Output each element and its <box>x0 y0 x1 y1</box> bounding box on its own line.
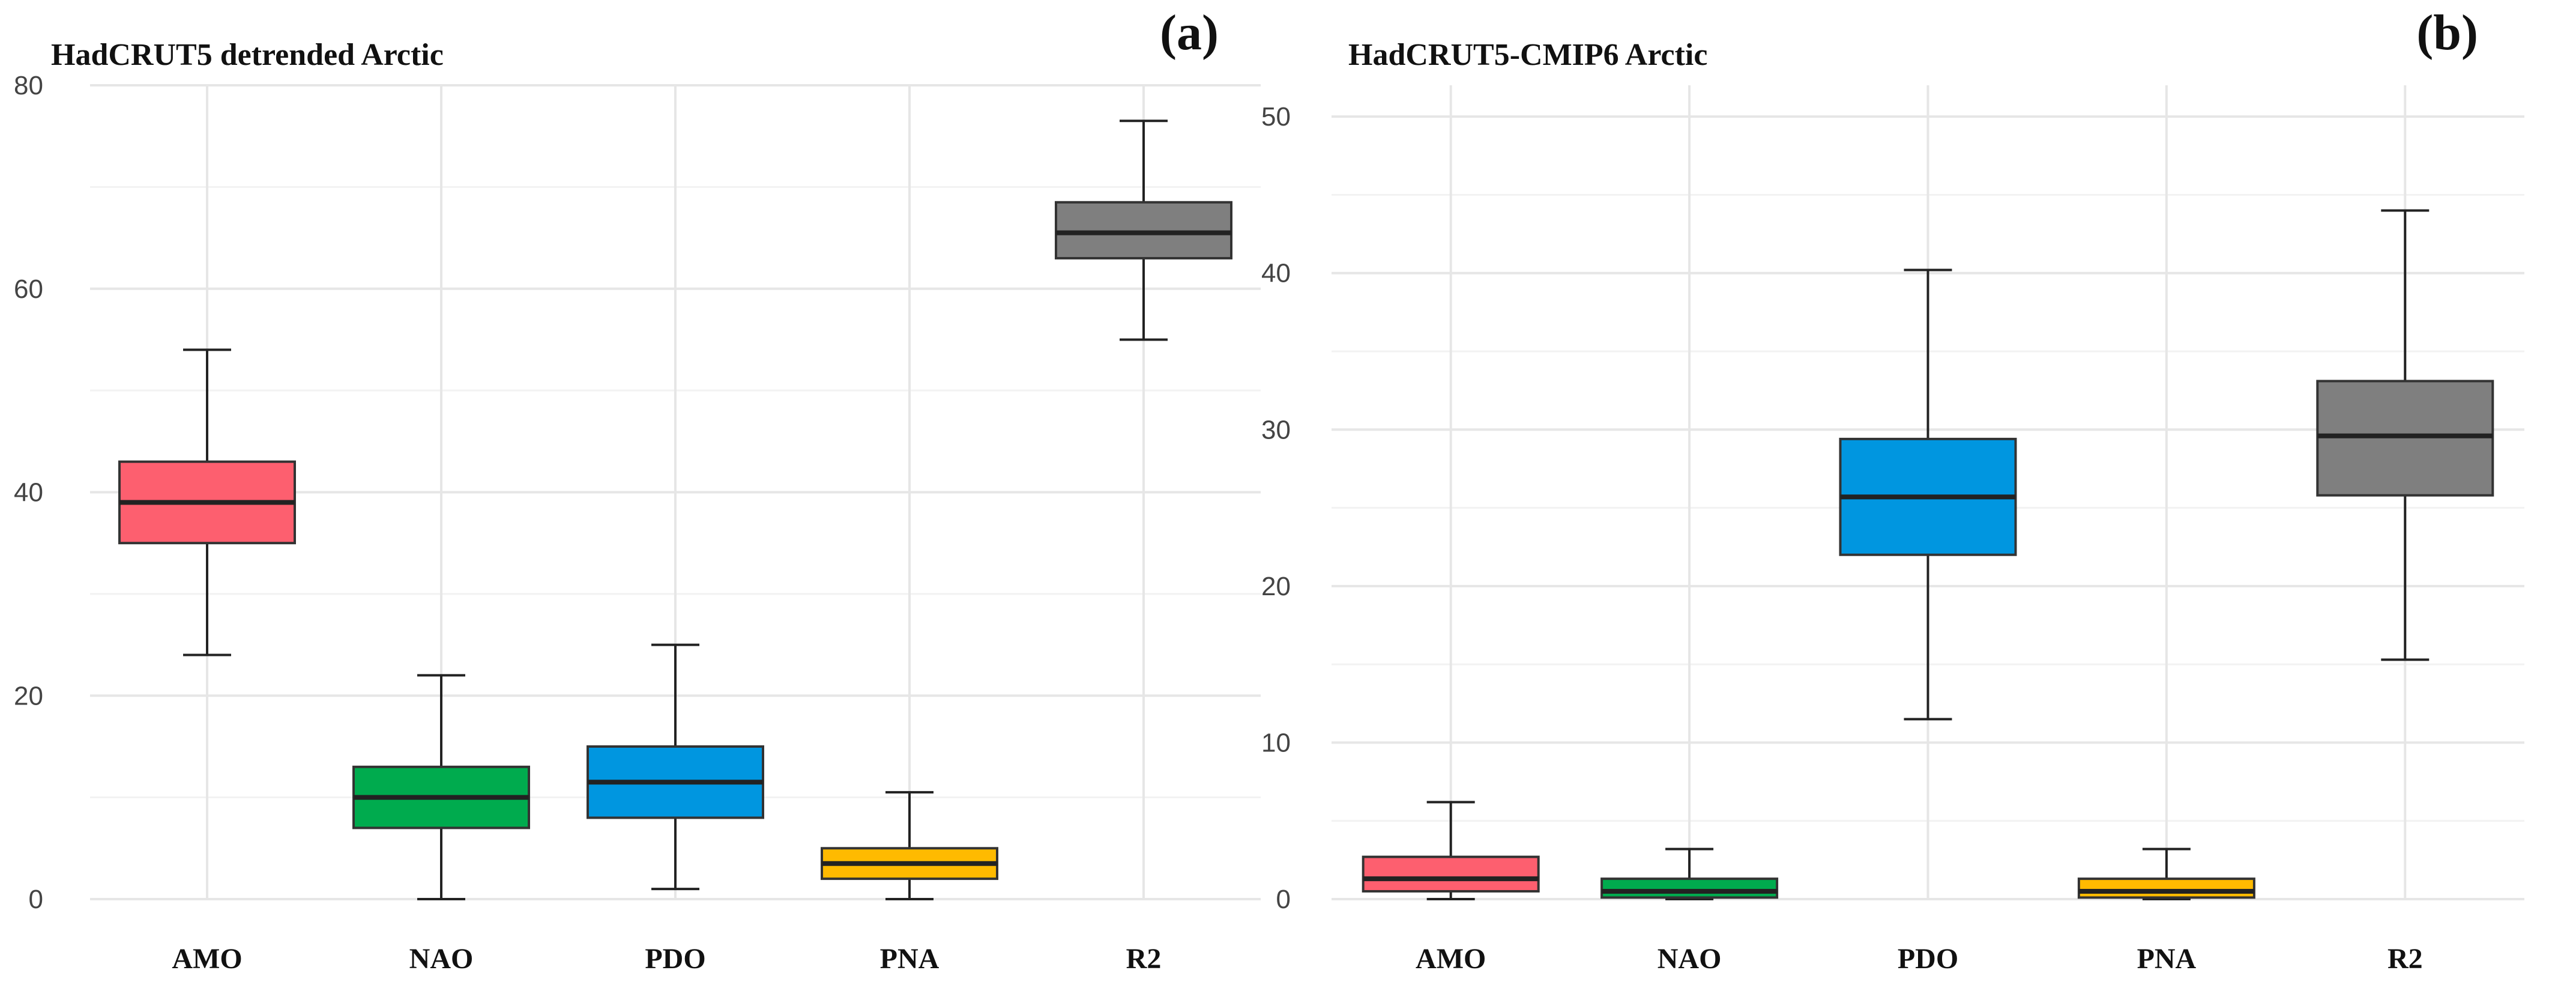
x-tick-label: R2 <box>2387 943 2423 975</box>
panel-b-x-ticks: AMO NAO PDO PNA R2 <box>1416 943 2423 975</box>
box-pna <box>2077 847 2255 900</box>
panel-b-title: HadCRUT5-CMIP6 Arctic <box>1348 38 1707 72</box>
y-tick-label: 60 <box>14 274 43 304</box>
x-tick-label: AMO <box>1416 943 1486 975</box>
iqr-box <box>1600 877 1779 899</box>
x-tick-label: R2 <box>1126 943 1162 975</box>
y-tick-label: 20 <box>1261 572 1291 601</box>
panel-b-label: (b) <box>2416 5 2478 61</box>
box-amo <box>118 348 296 656</box>
x-tick-label: PNA <box>880 943 940 975</box>
y-tick-label: 50 <box>1261 102 1291 132</box>
y-tick-label: 80 <box>14 71 43 100</box>
panel-a-title: HadCRUT5 detrended Arctic <box>51 38 444 72</box>
y-tick-label: 40 <box>1261 259 1291 288</box>
y-tick-label: 0 <box>29 885 43 914</box>
panel-a-boxes <box>118 120 1232 900</box>
panel-a-label: (a) <box>1160 5 1219 61</box>
box-amo <box>1362 801 1540 900</box>
iqr-box <box>1055 201 1232 259</box>
x-tick-label: NAO <box>409 943 474 975</box>
panel-a-y-ticks: 0 20 40 60 80 <box>14 71 43 914</box>
y-tick-label: 20 <box>14 681 43 711</box>
box-nao <box>1600 847 1779 900</box>
x-tick-label: PDO <box>645 943 705 975</box>
panel-a: 0 20 40 60 80 AMO NAO PDO PNA R2 HadCRUT5 detren… <box>14 5 1261 975</box>
iqr-box <box>1362 855 1540 893</box>
iqr-box <box>2077 877 2255 899</box>
box-r2 <box>1055 120 1232 341</box>
y-tick-label: 40 <box>14 478 43 508</box>
y-tick-label: 30 <box>1261 415 1291 444</box>
panel-b-boxes <box>1362 209 2494 900</box>
x-tick-label: PDO <box>1898 943 1958 975</box>
box-pdo <box>1839 268 2017 721</box>
box-pna <box>821 791 998 900</box>
x-tick-label: PNA <box>2137 943 2197 975</box>
y-tick-label: 10 <box>1261 728 1291 757</box>
box-pdo <box>587 643 764 891</box>
panel-a-x-ticks: AMO NAO PDO PNA R2 <box>172 943 1161 975</box>
x-tick-label: AMO <box>172 943 242 975</box>
box-r2 <box>2316 209 2494 661</box>
panel-b: 0 10 20 30 40 50 AMO NAO PDO PNA R2 HadCRUT5-CMIP… <box>1261 5 2524 975</box>
panel-b-y-ticks: 0 10 20 30 40 50 <box>1261 102 1291 914</box>
box-nao <box>352 674 530 900</box>
y-tick-label: 0 <box>1276 885 1291 914</box>
x-tick-label: NAO <box>1658 943 1722 975</box>
